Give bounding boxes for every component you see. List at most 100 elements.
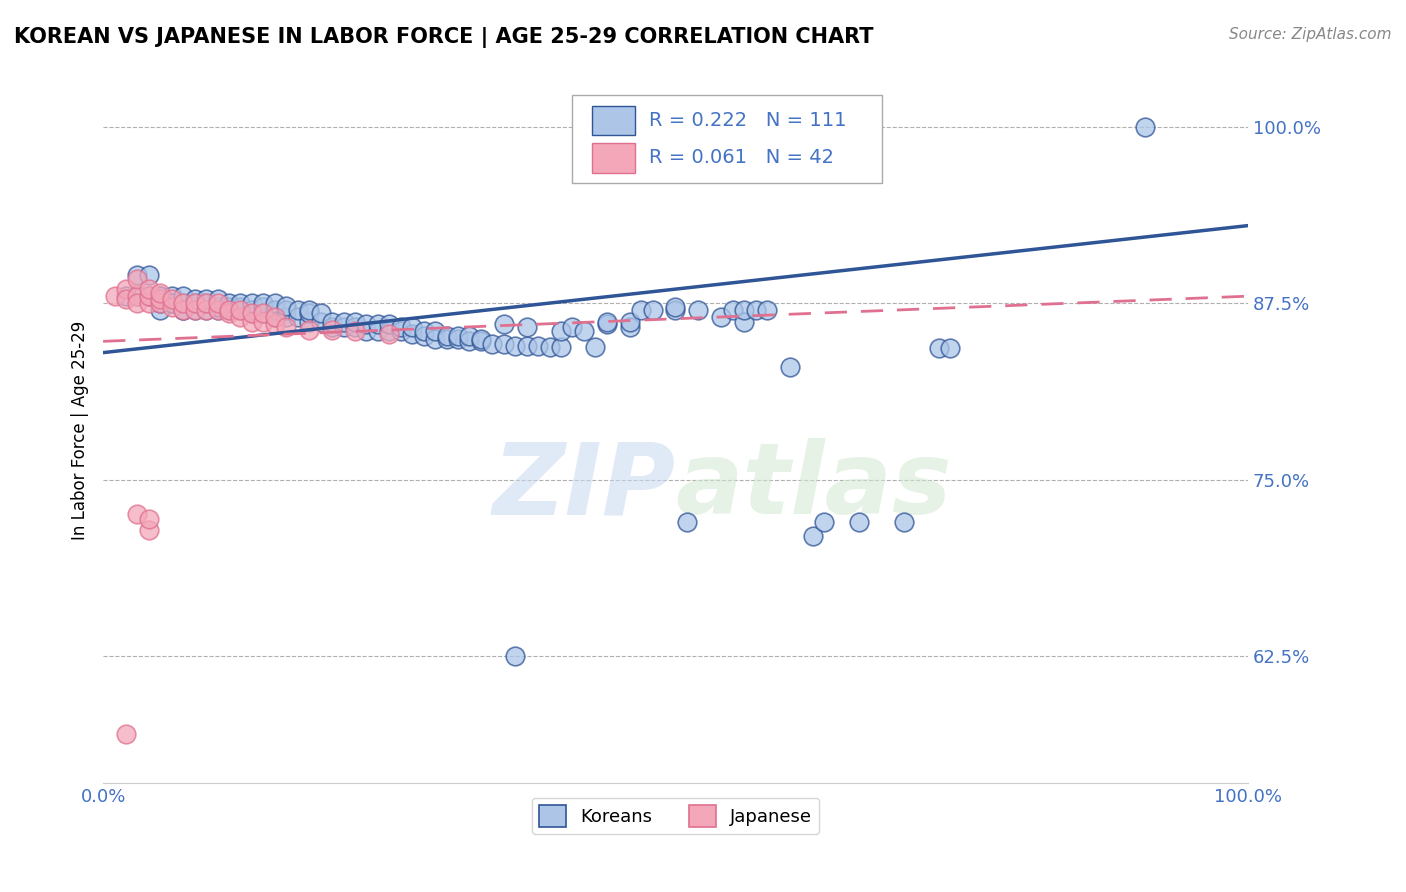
Point [183, 296, 205, 310]
Point [207, 296, 229, 310]
Point [332, 315, 354, 329]
Point [676, 515, 699, 529]
Point [321, 320, 343, 334]
Point [356, 318, 378, 332]
Point [447, 328, 470, 343]
Text: atlas: atlas [675, 438, 952, 535]
Point [183, 303, 205, 318]
Point [115, 726, 138, 740]
Point [240, 306, 263, 320]
Point [195, 303, 218, 318]
Point [470, 332, 492, 346]
Point [378, 318, 401, 332]
Point [423, 332, 446, 346]
Point [779, 359, 801, 374]
Point [160, 296, 183, 310]
Point [138, 289, 160, 303]
Point [172, 289, 194, 303]
Point [572, 325, 595, 339]
Point [492, 318, 515, 332]
Point [596, 315, 619, 329]
Point [138, 289, 160, 303]
Point [138, 512, 160, 526]
Point [172, 296, 194, 310]
Point [309, 315, 332, 329]
Point [412, 325, 434, 339]
Text: R = 0.222   N = 111: R = 0.222 N = 111 [650, 111, 846, 130]
Point [470, 334, 492, 349]
Point [240, 296, 263, 310]
Point [160, 292, 183, 306]
Point [458, 328, 481, 343]
Point [229, 301, 252, 315]
Point [343, 325, 366, 339]
Point [240, 315, 263, 329]
Point [412, 328, 434, 343]
Point [115, 282, 138, 296]
Point [172, 303, 194, 318]
Point [252, 296, 274, 310]
Point [138, 289, 160, 303]
Point [401, 320, 423, 334]
Point [149, 303, 172, 318]
Point [149, 289, 172, 303]
Point [172, 303, 194, 318]
Point [619, 315, 641, 329]
Point [389, 320, 412, 334]
Point [550, 340, 572, 354]
Point [263, 310, 285, 325]
Point [172, 303, 194, 318]
Bar [592, 105, 636, 136]
Text: KOREAN VS JAPANESE IN LABOR FORCE | AGE 25-29 CORRELATION CHART: KOREAN VS JAPANESE IN LABOR FORCE | AGE … [14, 27, 873, 48]
Point [928, 342, 950, 356]
Point [218, 303, 240, 318]
Point [218, 296, 240, 310]
Bar [592, 143, 636, 173]
Point [561, 320, 583, 334]
Point [583, 340, 606, 354]
Point [127, 268, 149, 282]
Point [229, 303, 252, 318]
Point [458, 334, 481, 349]
Point [229, 310, 252, 325]
Point [207, 301, 229, 315]
Point [183, 303, 205, 318]
Point [160, 301, 183, 315]
Point [527, 338, 550, 352]
Point [252, 301, 274, 315]
Point [252, 306, 274, 320]
Point [149, 286, 172, 301]
Point [183, 296, 205, 310]
Point [538, 340, 561, 354]
Point [298, 303, 321, 318]
Point [721, 303, 744, 318]
Point [516, 320, 538, 334]
Point [756, 303, 779, 318]
Point [321, 315, 343, 329]
Point [127, 289, 149, 303]
Point [893, 515, 915, 529]
Text: Source: ZipAtlas.com: Source: ZipAtlas.com [1229, 27, 1392, 42]
Point [207, 303, 229, 318]
Point [423, 325, 446, 339]
Point [160, 296, 183, 310]
Point [218, 303, 240, 318]
Point [149, 296, 172, 310]
Point [287, 303, 309, 318]
Point [503, 338, 526, 352]
Point [252, 306, 274, 320]
Point [744, 303, 766, 318]
Point [276, 310, 298, 325]
Point [160, 296, 183, 310]
Point [160, 289, 183, 303]
Point [138, 296, 160, 310]
Point [664, 303, 686, 318]
Point [263, 303, 285, 318]
Point [195, 296, 218, 310]
Point [127, 272, 149, 286]
Point [127, 289, 149, 303]
Point [298, 323, 321, 337]
Point [309, 306, 332, 320]
Point [183, 292, 205, 306]
Point [688, 303, 710, 318]
